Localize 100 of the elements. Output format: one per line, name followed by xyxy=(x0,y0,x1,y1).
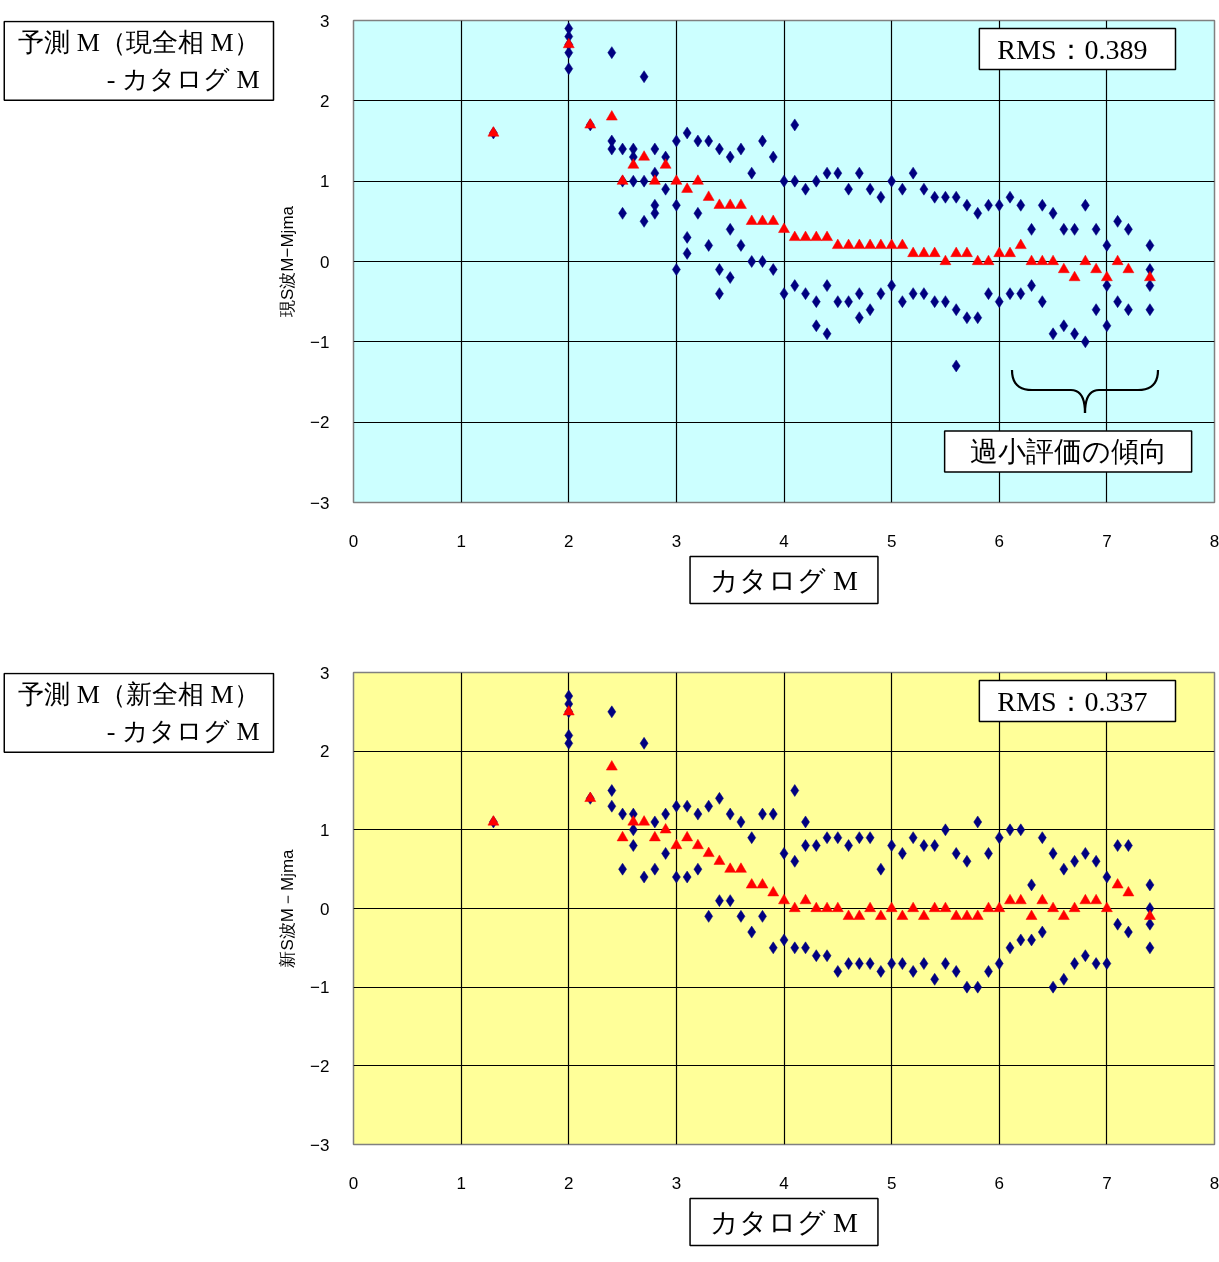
point xyxy=(842,238,855,249)
point xyxy=(1090,262,1102,273)
point xyxy=(982,254,995,265)
x-tick-label: 7 xyxy=(1102,1173,1112,1193)
point xyxy=(961,246,973,257)
x-tick-label: 6 xyxy=(994,531,1004,551)
point xyxy=(756,878,769,889)
point xyxy=(1004,894,1016,905)
point xyxy=(918,909,930,920)
point xyxy=(864,238,876,249)
point xyxy=(713,198,726,209)
point xyxy=(627,158,640,169)
point xyxy=(670,838,683,849)
y-tick-label: −3 xyxy=(310,493,330,513)
point xyxy=(1015,238,1027,249)
point xyxy=(1090,894,1102,905)
annotation: RMS：0.337 xyxy=(997,685,1148,717)
point xyxy=(842,909,855,920)
y-tick-label: −1 xyxy=(310,978,330,998)
y-tick-label: 3 xyxy=(320,663,330,683)
y-tick-label: 3 xyxy=(320,11,330,31)
point xyxy=(928,901,941,912)
x-tick-label: 0 xyxy=(348,531,359,551)
point xyxy=(864,901,876,912)
x-tick-label: 1 xyxy=(456,1173,466,1193)
point xyxy=(1144,270,1156,281)
point xyxy=(1101,270,1113,281)
point xyxy=(832,901,844,912)
point xyxy=(875,238,887,249)
point xyxy=(821,230,833,241)
point xyxy=(1122,262,1135,273)
point xyxy=(649,831,661,842)
point xyxy=(993,901,1005,912)
point xyxy=(1079,254,1092,265)
point xyxy=(982,901,995,912)
y-tick-label: −3 xyxy=(310,1135,330,1155)
point xyxy=(821,901,833,912)
point xyxy=(692,838,704,849)
point xyxy=(950,246,962,257)
y-tick-label: 1 xyxy=(320,820,330,840)
point xyxy=(1144,909,1156,920)
point xyxy=(939,901,952,912)
point xyxy=(702,846,715,857)
annotation: RMS：0.389 xyxy=(997,33,1148,65)
point xyxy=(810,230,823,241)
point xyxy=(756,214,769,225)
point xyxy=(1036,254,1049,265)
point xyxy=(1047,254,1059,265)
y-axis-title: 新S波M－Mjma xyxy=(278,848,298,968)
x-tick-label: 5 xyxy=(886,1173,897,1193)
point xyxy=(670,174,683,185)
point xyxy=(853,238,866,249)
point xyxy=(745,214,758,225)
x-tick-label: 8 xyxy=(1209,1173,1219,1193)
y-tick-label: 2 xyxy=(320,742,330,762)
point xyxy=(1025,909,1038,920)
point xyxy=(638,815,650,826)
x-axis-title: カタログ M xyxy=(710,564,859,596)
point xyxy=(724,862,736,873)
point xyxy=(885,238,898,249)
x-tick-label: 2 xyxy=(564,531,574,551)
point xyxy=(1068,270,1081,281)
point xyxy=(810,901,823,912)
x-tick-label: 6 xyxy=(994,1173,1004,1193)
point xyxy=(896,238,909,249)
point xyxy=(767,886,779,897)
point xyxy=(950,909,962,920)
point xyxy=(789,230,801,241)
point xyxy=(735,198,747,209)
text: 予測 M（新全相 M） - カタログ M xyxy=(18,679,260,747)
x-tick-label: 5 xyxy=(886,531,897,551)
annotation: 過小評価の傾向 xyxy=(969,435,1167,467)
point xyxy=(1036,894,1049,905)
y-tick-label: −1 xyxy=(310,332,330,352)
point xyxy=(832,238,844,249)
point xyxy=(724,198,736,209)
x-tick-label: 7 xyxy=(1102,531,1112,551)
point xyxy=(1122,886,1135,897)
point xyxy=(907,901,919,912)
point xyxy=(735,862,747,873)
point xyxy=(1079,894,1092,905)
point xyxy=(1004,246,1016,257)
point xyxy=(1015,894,1027,905)
y-tick-label: −2 xyxy=(310,413,330,433)
point xyxy=(681,831,693,842)
y-tick-label: 1 xyxy=(320,172,330,192)
point xyxy=(1025,254,1038,265)
text: 予測 M（現全相 M） - カタログ M xyxy=(18,27,260,95)
point xyxy=(971,254,984,265)
point xyxy=(778,894,790,905)
point xyxy=(1068,901,1081,912)
point xyxy=(1047,901,1059,912)
x-tick-label: 1 xyxy=(456,531,466,551)
x-tick-label: 3 xyxy=(671,531,682,551)
x-tick-label: 2 xyxy=(564,1173,574,1193)
point xyxy=(606,760,618,771)
point xyxy=(702,190,715,201)
point xyxy=(799,230,812,241)
point xyxy=(778,222,790,233)
point xyxy=(681,182,693,193)
